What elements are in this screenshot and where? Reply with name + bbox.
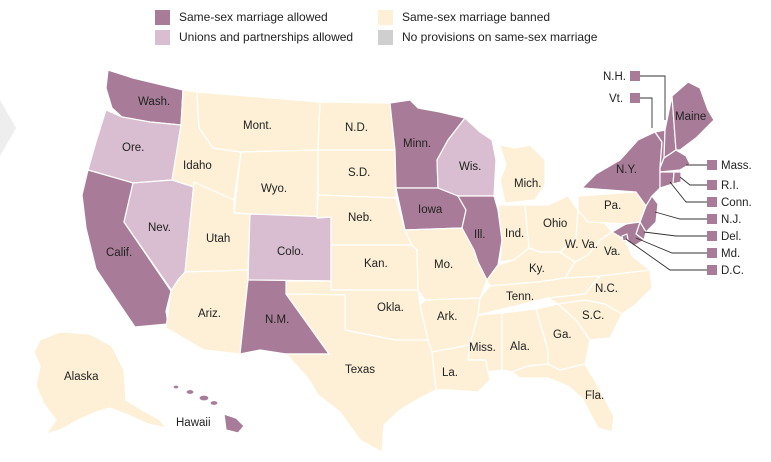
state-fl[interactable] — [511, 363, 615, 433]
label-nv: Nev. — [148, 222, 171, 234]
label-ok: Okla. — [377, 302, 404, 314]
legend-item-unions: Unions and partnerships allowed — [155, 29, 353, 45]
callout-swatch-vt — [630, 93, 640, 103]
label-md: Md. — [721, 248, 740, 260]
legend-item-banned: Same-sex marriage banned — [378, 9, 550, 25]
legend-swatch-unions — [155, 29, 170, 45]
label-sd: S.D. — [348, 167, 370, 179]
label-in: Ind. — [505, 228, 524, 240]
label-nj: N.J. — [721, 214, 741, 226]
callout-swatch-nj — [707, 214, 717, 224]
callout-line-nj — [654, 211, 707, 220]
label-wy: Wyo. — [261, 183, 287, 195]
label-mi: Mich. — [514, 178, 541, 190]
label-ri: R.I. — [721, 180, 739, 192]
legend-label: Same-sex marriage allowed — [179, 10, 328, 24]
label-wa: Wash. — [138, 96, 170, 108]
callout-swatch-ma — [707, 160, 717, 170]
label-dc: D.C. — [721, 265, 744, 277]
label-fl: Fla. — [585, 390, 604, 402]
legend-swatch-allowed — [155, 9, 170, 25]
callout-line-ct — [669, 181, 707, 203]
label-ms: Miss. — [469, 342, 496, 354]
label-il: Ill. — [474, 229, 486, 241]
label-vt: Vt. — [609, 93, 623, 105]
label-ia: Iowa — [418, 204, 443, 216]
label-tn: Tenn. — [506, 291, 534, 303]
callout-line-ri — [679, 176, 707, 186]
label-ct: Conn. — [721, 197, 752, 209]
label-ky: Ky. — [529, 263, 545, 275]
legend: Same-sex marriage allowed Unions and par… — [0, 0, 771, 50]
state-tx[interactable] — [285, 293, 437, 453]
legend-label: Unions and partnerships allowed — [179, 30, 354, 44]
callout-line-md — [635, 237, 707, 254]
state-me[interactable] — [671, 81, 715, 151]
callout-swatch-md — [707, 248, 717, 258]
legend-swatch-banned — [378, 9, 393, 25]
callout-line-de — [643, 231, 707, 237]
label-oh: Ohio — [543, 218, 567, 230]
callout-line-vt — [640, 97, 653, 128]
label-ny: N.Y. — [616, 164, 637, 176]
label-ne: Neb. — [348, 212, 372, 224]
legend-label: Same-sex marriage banned — [402, 10, 551, 24]
legend-item-none: No provisions on same-sex marriage — [378, 29, 597, 45]
label-me: Maine — [675, 111, 706, 123]
label-ca: Calif. — [106, 247, 132, 259]
state-nc[interactable] — [547, 269, 653, 315]
state-hi[interactable] — [172, 384, 245, 434]
label-la: La. — [442, 367, 458, 379]
state-ct[interactable] — [659, 171, 675, 189]
callout-swatch-ct — [707, 197, 717, 207]
label-hi: Hawaii — [176, 417, 211, 429]
label-nd: N.D. — [345, 122, 368, 134]
label-sc: S.C. — [582, 310, 604, 322]
label-ut: Utah — [206, 233, 230, 245]
state-az[interactable] — [165, 269, 249, 355]
label-co: Colo. — [277, 246, 304, 258]
legend-swatch-none — [378, 29, 393, 45]
state-ri[interactable] — [672, 171, 682, 185]
label-ar: Ark. — [437, 311, 457, 323]
label-wv: W. Va. — [565, 239, 598, 251]
callout-line-dc — [625, 238, 707, 271]
state-ms[interactable] — [467, 312, 503, 373]
callout-swatch-ri — [707, 180, 717, 190]
label-wi: Wis. — [459, 161, 481, 173]
label-az: Ariz. — [198, 308, 221, 320]
label-mn: Minn. — [403, 138, 431, 150]
label-de: Del. — [721, 231, 741, 243]
callout-swatch-dc — [707, 265, 717, 275]
label-mo: Mo. — [434, 259, 453, 271]
label-or: Ore. — [122, 142, 144, 154]
label-mt: Mont. — [243, 120, 272, 132]
callout-swatch-nh — [630, 71, 640, 81]
label-ks: Kan. — [364, 258, 388, 270]
label-pa: Pa. — [604, 200, 621, 212]
legend-item-allowed: Same-sex marriage allowed — [155, 9, 328, 25]
label-tx: Texas — [345, 364, 375, 376]
state-ak[interactable] — [33, 331, 167, 435]
callout-line-nh — [640, 75, 666, 120]
label-nc: N.C. — [595, 283, 618, 295]
label-va: Va. — [604, 246, 620, 258]
state-mi[interactable] — [499, 144, 546, 204]
label-al: Ala. — [510, 341, 530, 353]
legend-label: No provisions on same-sex marriage — [402, 30, 598, 44]
label-ma: Mass. — [721, 160, 752, 172]
label-nh: N.H. — [603, 71, 626, 83]
callout-swatch-de — [707, 231, 717, 241]
side-scroll-tab[interactable] — [0, 100, 16, 156]
label-ak: Alaska — [64, 371, 99, 383]
label-nm: N.M. — [265, 314, 289, 326]
label-id: Idaho — [183, 160, 212, 172]
label-ga: Ga. — [553, 329, 572, 341]
state-wi[interactable] — [436, 117, 497, 197]
